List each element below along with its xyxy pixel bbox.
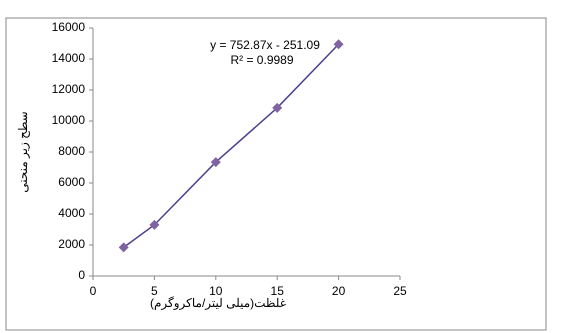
trendline-equation: y = 752.87x - 251.09: [210, 38, 320, 52]
x-tick-label: 10: [209, 284, 223, 298]
chart-frame: [5, 17, 547, 331]
y-tick-label: 0: [78, 268, 85, 282]
y-tick-label: 4000: [58, 206, 85, 220]
data-point: [149, 219, 160, 230]
x-tick-label: 5: [151, 284, 158, 298]
data-point: [210, 157, 221, 168]
data-point: [333, 39, 344, 50]
y-tick-label: 16000: [52, 20, 86, 34]
y-tick-label: 10000: [52, 113, 86, 127]
y-tick-label: 6000: [58, 175, 85, 189]
y-tick-label: 2000: [58, 237, 85, 251]
y-tick-label: 12000: [52, 82, 86, 96]
data-point: [272, 102, 283, 113]
y-tick-label: 8000: [58, 144, 85, 158]
data-point: [118, 242, 129, 253]
y-tick-label: 14000: [52, 51, 86, 65]
y-axis-label: سطح زیر منحنی: [16, 111, 30, 193]
x-tick-label: 25: [393, 284, 407, 298]
r-squared: R² = 0.9989: [230, 53, 293, 67]
x-tick-label: 0: [90, 284, 97, 298]
x-tick-label: 15: [271, 284, 285, 298]
x-tick-label: 20: [332, 284, 346, 298]
x-axis-label: غلظت(میلی لیتر/ماکروگرم): [150, 296, 286, 310]
